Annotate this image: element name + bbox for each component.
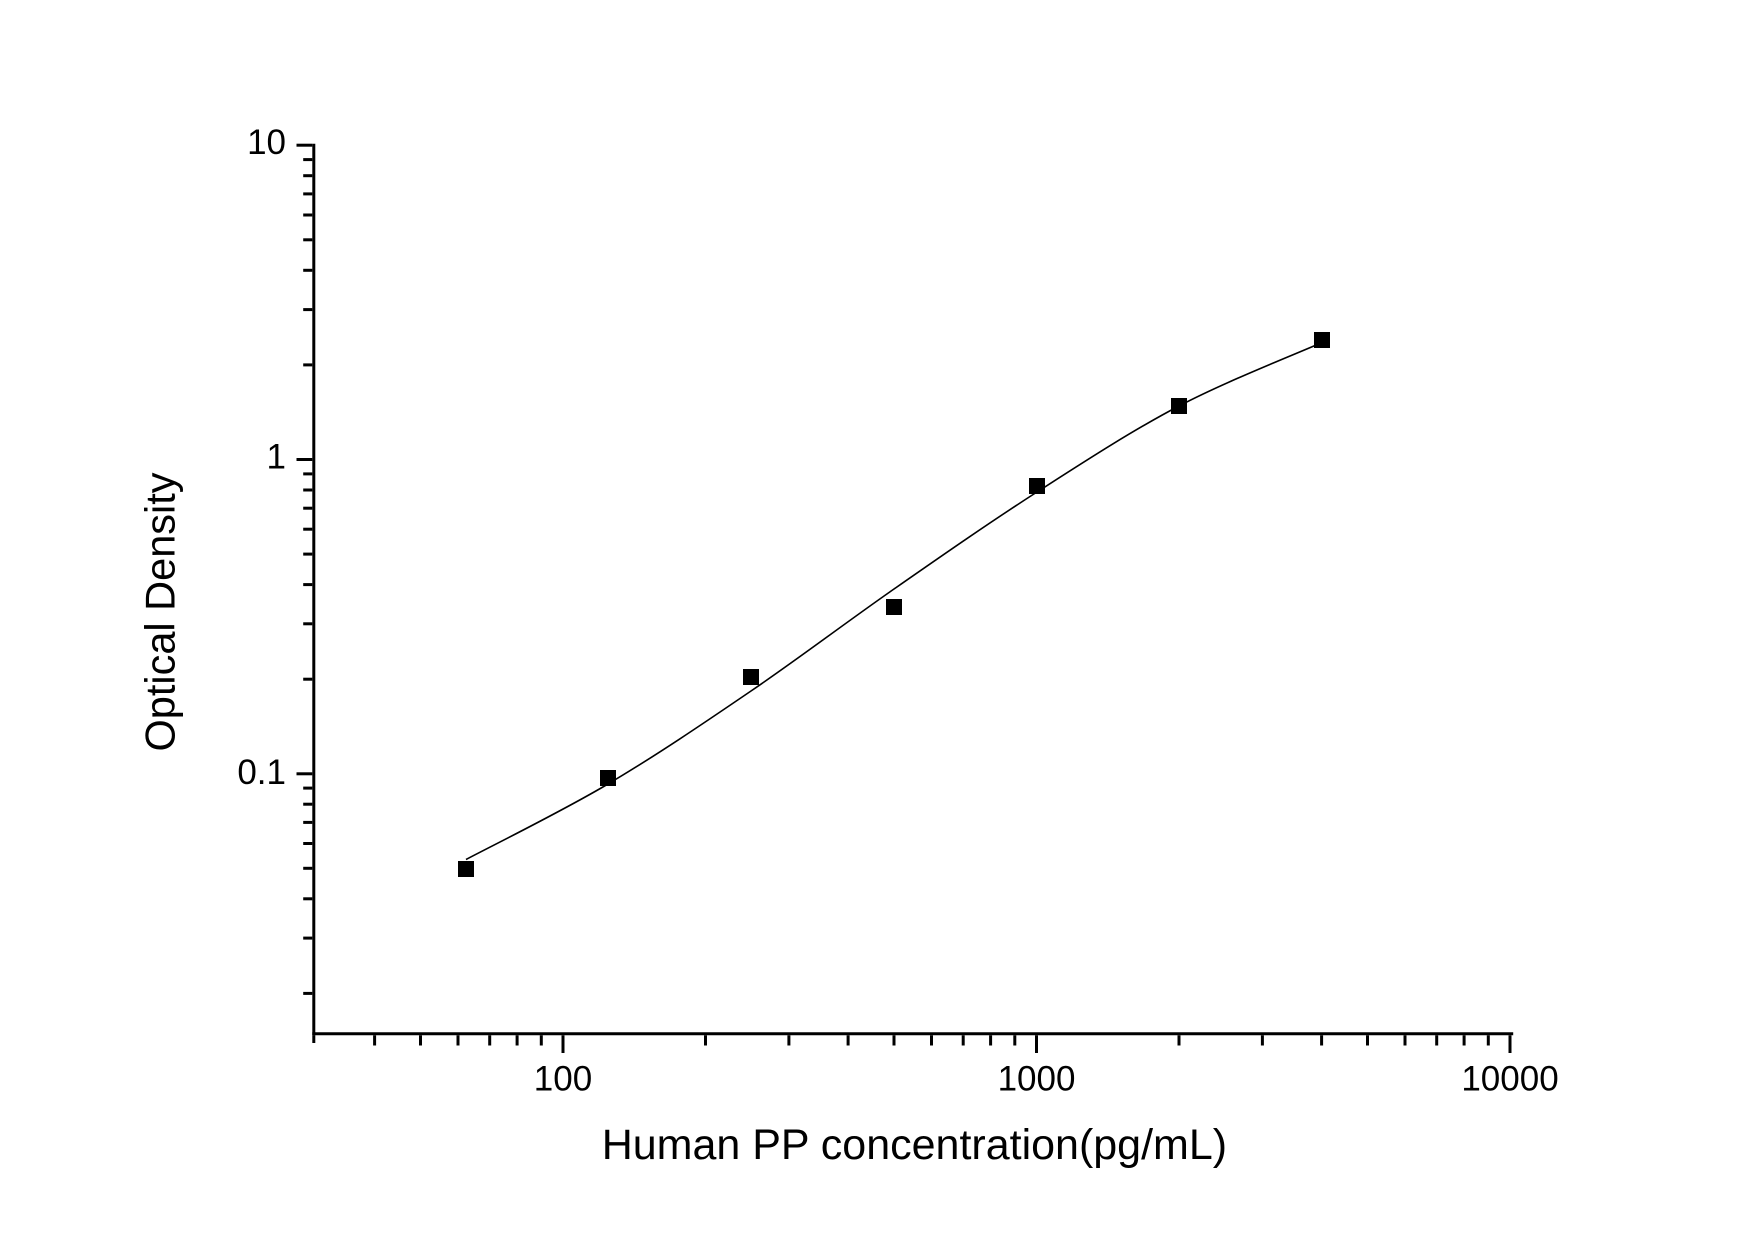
- svg-text:10: 10: [247, 123, 286, 162]
- svg-text:Human PP concentration(pg/mL): Human PP concentration(pg/mL): [602, 1121, 1227, 1169]
- svg-text:1000: 1000: [998, 1060, 1076, 1099]
- svg-text:0.1: 0.1: [237, 753, 286, 792]
- svg-text:100: 100: [534, 1060, 592, 1099]
- svg-text:Optical Density: Optical Density: [137, 472, 184, 751]
- svg-text:10000: 10000: [1461, 1060, 1558, 1099]
- svg-text:1: 1: [267, 438, 286, 477]
